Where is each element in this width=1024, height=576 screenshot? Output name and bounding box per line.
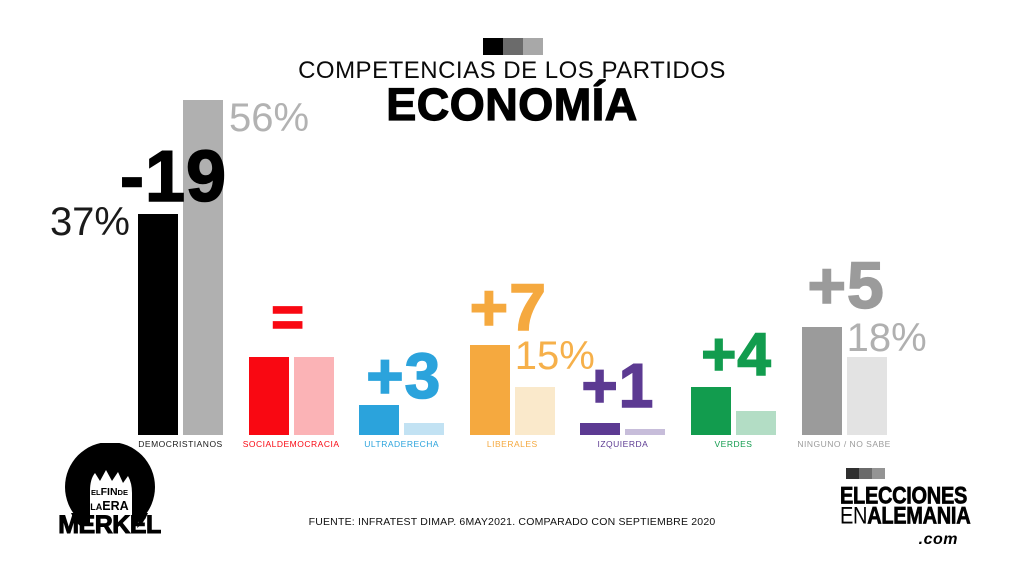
pct-label: 18% bbox=[846, 315, 927, 360]
elecciones-alemania: ALEMANIA bbox=[867, 503, 971, 531]
bar-current bbox=[801, 327, 842, 435]
party-label: DEMOCRISTIANOS bbox=[138, 439, 223, 449]
change-label: +7 bbox=[469, 269, 547, 344]
chart-title: ECONOMÍA bbox=[386, 79, 638, 130]
legend-square-2 bbox=[503, 38, 523, 55]
bar-previous bbox=[514, 387, 555, 435]
pct-label: 15% bbox=[514, 333, 595, 378]
party-label: IZQUIERDA bbox=[597, 439, 649, 449]
source-note: FUENTE: INFRATEST DIMAP. 6MAY2021. COMPA… bbox=[308, 516, 716, 528]
merkel-logo-line3: MERKEL bbox=[58, 511, 162, 539]
bar-current bbox=[580, 423, 621, 435]
merkel-el: EL bbox=[90, 488, 101, 497]
bar-current bbox=[248, 357, 289, 435]
bar-previous bbox=[404, 423, 445, 435]
elecciones-line1: ELECCIONES bbox=[840, 482, 968, 510]
legend-square-1 bbox=[483, 38, 503, 55]
merkel-la: LA bbox=[90, 502, 103, 512]
party-label: SOCIALDEMOCRACIA bbox=[242, 439, 340, 449]
bar-previous bbox=[846, 357, 887, 435]
elecciones-square-3 bbox=[872, 468, 885, 479]
bar-previous bbox=[293, 357, 334, 435]
party-label: VERDES bbox=[714, 439, 753, 449]
elecciones-com: .com bbox=[918, 530, 958, 548]
elecciones-line2: ENALEMANIA bbox=[840, 503, 971, 531]
bar-current bbox=[359, 405, 400, 435]
bar-previous bbox=[625, 429, 666, 435]
pct-label: 37% bbox=[49, 200, 130, 245]
change-label: = bbox=[270, 285, 305, 349]
party-label: NINGUNO / NO SABE bbox=[797, 439, 891, 449]
bar-previous bbox=[183, 100, 223, 435]
elecciones-mark-icon bbox=[846, 468, 958, 479]
merkel-logo-line1: ELFINDE bbox=[57, 487, 162, 498]
elecciones-en: EN bbox=[840, 503, 868, 531]
merkel-de: DE bbox=[117, 488, 129, 497]
elecciones-square-2 bbox=[859, 468, 872, 479]
party-label: LIBERALES bbox=[486, 439, 538, 449]
merkel-logo-line2: LAERA bbox=[57, 500, 162, 513]
change-label: +3 bbox=[365, 340, 442, 413]
bar-previous bbox=[736, 411, 776, 435]
chart-subtitle: COMPETENCIAS DE LOS PARTIDOS bbox=[298, 57, 726, 84]
header-legend-icon bbox=[483, 38, 543, 55]
party-label: ULTRADERECHA bbox=[364, 439, 440, 449]
legend-square-3 bbox=[523, 38, 543, 55]
merkel-logo: ELFINDE LAERA MERKEL bbox=[57, 443, 167, 545]
bar-current bbox=[138, 213, 178, 435]
elecciones-square-1 bbox=[846, 468, 859, 479]
elecciones-logo: ELECCIONES ENALEMANIA .com bbox=[840, 468, 971, 549]
pct-label: 56% bbox=[229, 96, 310, 141]
bar-current bbox=[691, 387, 731, 435]
merkel-fin: FIN bbox=[100, 486, 118, 498]
change-label: +4 bbox=[700, 320, 772, 388]
change-label: -19 bbox=[119, 137, 228, 218]
change-label: +5 bbox=[807, 247, 885, 322]
change-label: +1 bbox=[581, 351, 655, 421]
bar-current bbox=[469, 345, 510, 435]
merkel-hair-icon bbox=[57, 443, 162, 543]
merkel-era: ERA bbox=[102, 499, 129, 513]
